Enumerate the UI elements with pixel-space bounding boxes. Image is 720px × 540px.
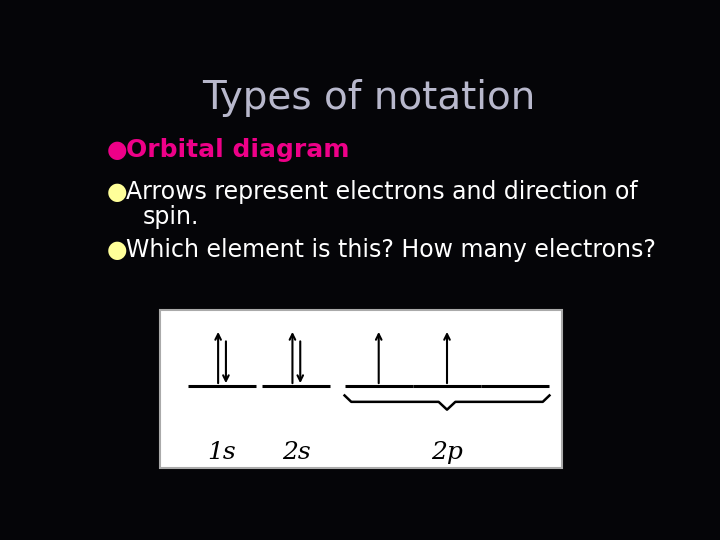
Text: Orbital diagram: Orbital diagram [126,138,350,162]
Text: Arrows represent electrons and direction of: Arrows represent electrons and direction… [126,180,638,204]
Text: 2p: 2p [431,441,463,464]
Bar [160,310,562,468]
Text: ●: ● [107,180,127,204]
Text: 2s: 2s [282,441,311,464]
Text: 1s: 1s [207,441,236,464]
Text: spin.: spin. [143,205,199,228]
Text: Types of notation: Types of notation [202,79,536,117]
Text: Which element is this? How many electrons?: Which element is this? How many electron… [126,238,656,262]
Text: ●: ● [107,238,127,262]
Text: ●: ● [107,138,127,162]
